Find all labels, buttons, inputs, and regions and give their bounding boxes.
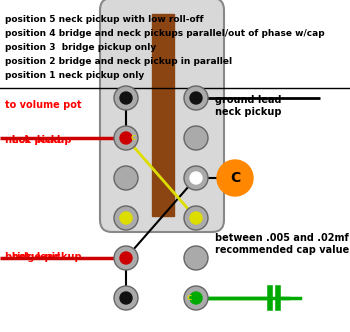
Circle shape	[190, 132, 202, 144]
Circle shape	[184, 86, 208, 110]
Circle shape	[184, 286, 208, 310]
Text: neck pickup: neck pickup	[5, 135, 71, 145]
Text: bridge pickup: bridge pickup	[5, 252, 82, 262]
Circle shape	[114, 86, 138, 110]
Circle shape	[120, 212, 132, 224]
Text: position 2 bridge and neck pickup in parallel: position 2 bridge and neck pickup in par…	[5, 57, 232, 66]
Text: position 4 bridge and neck pickups parallel/out of phase w/cap: position 4 bridge and neck pickups paral…	[5, 30, 325, 39]
Text: C: C	[230, 171, 240, 185]
Text: C: C	[187, 295, 191, 301]
Text: position 3  bridge pickup only: position 3 bridge pickup only	[5, 43, 156, 52]
Bar	[152, 14, 174, 216]
Circle shape	[114, 206, 138, 230]
Circle shape	[190, 172, 202, 184]
FancyBboxPatch shape	[100, 0, 224, 232]
Circle shape	[190, 252, 202, 264]
Circle shape	[184, 166, 208, 190]
Text: hot  lead: hot lead	[5, 135, 60, 145]
Circle shape	[114, 246, 138, 270]
Text: between .005 and .02mf: between .005 and .02mf	[215, 233, 349, 243]
Circle shape	[184, 246, 208, 270]
Text: recommended cap value is: recommended cap value is	[215, 245, 350, 255]
Text: position 5 neck pickup with low roll-off: position 5 neck pickup with low roll-off	[5, 16, 204, 25]
Text: ground lead: ground lead	[215, 95, 281, 105]
Circle shape	[114, 166, 138, 190]
Circle shape	[120, 252, 132, 264]
Text: position 1 neck pickup only: position 1 neck pickup only	[5, 71, 144, 80]
Circle shape	[184, 126, 208, 150]
Text: hot  lead: hot lead	[5, 252, 60, 262]
Text: to volume pot: to volume pot	[5, 100, 82, 110]
Circle shape	[120, 132, 132, 144]
Circle shape	[190, 292, 202, 304]
Circle shape	[190, 92, 202, 104]
Circle shape	[120, 292, 132, 304]
Circle shape	[120, 92, 132, 104]
Circle shape	[190, 212, 202, 224]
Circle shape	[184, 206, 208, 230]
Circle shape	[114, 286, 138, 310]
Text: C: C	[131, 135, 135, 141]
Text: neck pickup: neck pickup	[215, 107, 281, 117]
Circle shape	[217, 160, 253, 196]
Circle shape	[114, 126, 138, 150]
Circle shape	[120, 172, 132, 184]
